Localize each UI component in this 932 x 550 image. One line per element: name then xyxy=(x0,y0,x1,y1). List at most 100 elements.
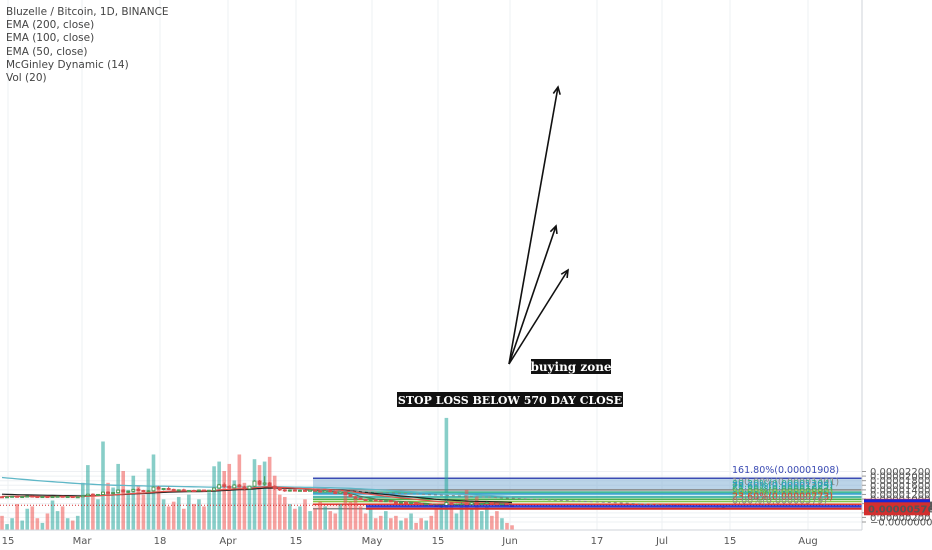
volume-bar xyxy=(348,501,353,530)
volume-bar xyxy=(469,508,474,530)
volume-bar xyxy=(45,513,50,530)
volume-bar xyxy=(429,515,434,530)
candle-body xyxy=(217,484,222,489)
volume-bar xyxy=(126,489,131,530)
candle-body xyxy=(383,500,388,503)
volume-bar xyxy=(86,465,90,530)
volume-bar xyxy=(182,508,186,530)
candle-body xyxy=(136,488,141,492)
legend-ema-100[interactable]: EMA (100, close) xyxy=(6,32,95,45)
volume-bar xyxy=(368,508,373,530)
volume-bar xyxy=(40,522,45,530)
volume-bar xyxy=(459,506,464,530)
y-tick-label: 0.00002200 xyxy=(870,467,930,478)
volume-bar xyxy=(293,508,297,530)
candle-body xyxy=(121,489,126,493)
fib-zone xyxy=(313,497,862,500)
volume-bar xyxy=(419,518,423,530)
arrow-head xyxy=(549,224,558,235)
candle-body xyxy=(237,484,242,488)
candle-body xyxy=(212,487,217,491)
volume-bar xyxy=(20,520,24,530)
volume-bar xyxy=(111,487,115,530)
candle-body xyxy=(15,495,20,498)
fib-zone xyxy=(313,493,862,498)
buying-zone-box xyxy=(531,359,611,374)
volume-bar xyxy=(116,463,120,530)
ema-200-line xyxy=(1,476,513,498)
candle-body xyxy=(151,486,156,492)
volume-bar xyxy=(5,524,9,530)
candle-body xyxy=(388,500,393,503)
volume-bar xyxy=(439,506,444,530)
candle-body xyxy=(106,491,111,494)
legend-mcginley[interactable]: McGinley Dynamic (14) xyxy=(6,58,129,71)
volume-bar xyxy=(505,522,509,530)
x-tick-label: 15 xyxy=(724,536,737,547)
volume-bar xyxy=(288,504,292,530)
volume-bar xyxy=(202,506,206,530)
candle-body xyxy=(116,489,121,494)
target-arrow xyxy=(508,86,559,365)
candle-body xyxy=(20,496,25,499)
fib-label: 61.80%(0.00001087) xyxy=(732,484,833,495)
x-tick-label: 18 xyxy=(154,536,167,547)
candle-body xyxy=(186,490,191,493)
time-axis[interactable]: 15 Mar 18 Apr 15 May 15 Jun 17 Jul 15 Aug xyxy=(0,529,862,547)
fib-zone xyxy=(313,501,862,505)
legend-volume[interactable]: Vol (20) xyxy=(6,72,47,85)
candle-body xyxy=(111,492,116,495)
candle-body xyxy=(242,486,247,490)
candle-body xyxy=(60,495,65,498)
price-axis[interactable]: 0.000022000.000020000.000018000.00001600… xyxy=(861,0,932,530)
legend-ema-50[interactable]: EMA (50, close) xyxy=(6,45,88,58)
volume-bar xyxy=(70,520,75,530)
volume-bar xyxy=(171,501,176,530)
candle-body xyxy=(166,487,171,490)
candle-body xyxy=(419,503,424,506)
volume-bar xyxy=(0,515,4,530)
candle-body xyxy=(45,496,50,499)
volume-bar xyxy=(283,496,287,530)
candle-body xyxy=(414,501,419,505)
volume-bar xyxy=(272,475,277,530)
candle-body xyxy=(449,501,454,506)
volume-bar xyxy=(10,518,14,530)
candle-body xyxy=(10,495,15,498)
x-tick-label: Mar xyxy=(73,536,93,547)
legend-title[interactable]: Bluzelle / Bitcoin, 1D, BINANCE xyxy=(6,6,169,18)
legend-ema-200[interactable]: EMA (200, close) xyxy=(6,19,95,32)
candle-body xyxy=(262,482,267,485)
volume-bar xyxy=(318,501,322,530)
volume-bar xyxy=(252,459,257,530)
candle-body xyxy=(469,502,474,506)
arrow-head xyxy=(560,268,569,279)
y-tick-label: 0.00001200 xyxy=(870,490,930,501)
candle-body xyxy=(409,501,414,504)
candle-body xyxy=(50,496,55,499)
candle-body xyxy=(257,480,262,485)
fib-label: 50.00%(0.00000990) xyxy=(732,486,833,497)
volume-bar xyxy=(242,482,247,530)
volume-bar xyxy=(166,506,171,530)
candle-body xyxy=(494,503,499,506)
volume-bar xyxy=(187,494,191,530)
candle-body xyxy=(464,503,469,506)
candle-body xyxy=(207,489,212,492)
x-tick-label: Jul xyxy=(655,536,668,547)
volume-bar xyxy=(328,511,333,530)
candle-body xyxy=(55,495,60,498)
candle-body xyxy=(75,496,80,499)
candle-body xyxy=(479,503,484,506)
candle-body xyxy=(363,499,368,502)
volume-bar xyxy=(237,454,242,530)
candle-body xyxy=(267,482,272,487)
candle-body xyxy=(176,489,181,492)
y-tick-label: −0.00000000 xyxy=(870,518,932,529)
candle-body xyxy=(323,490,328,493)
stop-loss-box xyxy=(397,392,623,407)
candle-body xyxy=(40,496,45,499)
volume-bar xyxy=(257,465,262,530)
volume-bar xyxy=(176,496,181,530)
